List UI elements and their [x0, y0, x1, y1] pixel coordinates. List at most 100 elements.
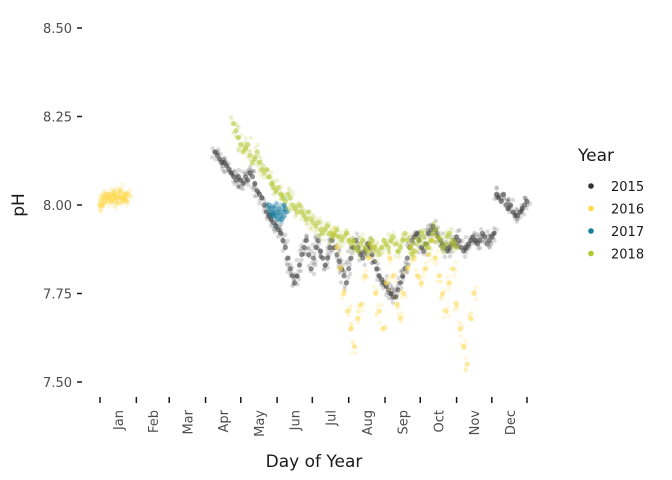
data-point-jitter: [283, 257, 289, 263]
data-point-jitter: [369, 260, 375, 266]
data-point-jitter: [335, 265, 341, 271]
data-point-jitter: [210, 155, 215, 160]
data-point-jitter: [357, 303, 362, 309]
data-point-jitter: [241, 179, 247, 184]
data-point-jitter: [290, 193, 295, 198]
data-point-jitter: [333, 243, 339, 249]
data-point: [287, 266, 293, 272]
data-point-jitter: [482, 238, 488, 243]
data-point: [378, 244, 385, 251]
data-point-jitter: [395, 302, 400, 307]
data-point-jitter: [292, 209, 298, 214]
data-point-jitter: [249, 162, 254, 168]
data-point-jitter: [313, 235, 319, 241]
data-point: [500, 191, 507, 197]
data-point-jitter: [363, 239, 368, 245]
data-point-jitter: [407, 234, 413, 239]
data-point-jitter: [425, 242, 430, 247]
legend-label-2018: 2018: [611, 248, 644, 263]
data-point-jitter: [374, 287, 379, 292]
data-point: [415, 273, 421, 279]
data-point-jitter: [488, 242, 494, 247]
data-point-jitter: [322, 227, 328, 232]
data-point-jitter: [355, 248, 360, 253]
data-point-jitter: [373, 243, 379, 249]
data-point-jitter: [335, 242, 340, 248]
data-point-jitter: [318, 236, 323, 242]
data-point-jitter: [332, 224, 337, 230]
data-point: [524, 198, 530, 205]
series-2018: [228, 114, 460, 264]
data-point: [393, 294, 399, 300]
data-point: [296, 262, 303, 268]
data-point-jitter: [351, 238, 356, 244]
data-point: [124, 198, 130, 205]
data-point-jitter: [354, 244, 359, 250]
data-point-jitter: [236, 135, 241, 140]
data-point-jitter: [332, 233, 337, 238]
data-point-jitter: [384, 281, 389, 287]
data-point-jitter: [278, 190, 283, 195]
data-point-jitter: [359, 239, 365, 244]
data-point-jitter: [438, 235, 443, 241]
data-point-jitter: [467, 243, 472, 248]
data-point: [337, 266, 344, 272]
data-point-jitter: [463, 368, 468, 373]
data-point: [334, 244, 340, 251]
data-point: [395, 287, 401, 293]
data-point-jitter: [125, 203, 130, 208]
data-point-jitter: [344, 227, 349, 233]
data-point-jitter: [439, 295, 445, 300]
data-point-jitter: [318, 254, 323, 260]
data-point-jitter: [226, 169, 231, 175]
data-point-jitter: [243, 136, 249, 141]
data-point-jitter: [360, 276, 366, 281]
data-point-jitter: [290, 189, 296, 194]
data-point-jitter: [448, 266, 453, 272]
series-2017: [264, 196, 292, 228]
data-point-jitter: [312, 216, 318, 221]
data-point-jitter: [459, 325, 465, 330]
data-point-jitter: [396, 250, 402, 255]
data-point-jitter: [377, 266, 382, 272]
data-point-jitter: [318, 249, 323, 254]
data-point-jitter: [353, 317, 359, 322]
data-point-jitter: [388, 256, 394, 262]
data-point-jitter: [315, 246, 321, 252]
data-point-jitter: [283, 232, 288, 238]
data-point-jitter: [425, 245, 430, 250]
data-point-jitter: [244, 154, 250, 160]
data-point-jitter: [348, 244, 354, 249]
data-point-jitter: [375, 289, 380, 294]
data-point-jitter: [244, 145, 249, 150]
data-point-jitter: [297, 211, 303, 216]
data-point-jitter: [416, 249, 421, 255]
data-point-jitter: [106, 203, 111, 209]
data-point-jitter: [388, 239, 394, 244]
data-point: [272, 205, 278, 212]
data-point-jitter: [269, 220, 275, 226]
data-point-jitter: [466, 241, 471, 247]
data-point-jitter: [346, 274, 351, 280]
data-point-jitter: [525, 202, 530, 208]
data-point-jitter: [403, 259, 408, 264]
data-point: [454, 244, 460, 251]
data-point: [263, 167, 270, 173]
data-point-jitter: [268, 223, 274, 229]
data-point-jitter: [296, 277, 302, 282]
data-point-jitter: [356, 235, 361, 240]
data-point-jitter: [301, 250, 307, 255]
data-point: [292, 280, 298, 286]
data-point-jitter: [429, 239, 435, 244]
data-point-jitter: [222, 155, 227, 161]
data-point-jitter: [473, 296, 479, 302]
data-point-jitter: [386, 295, 391, 301]
data-point-jitter: [519, 204, 525, 210]
data-point-jitter: [374, 312, 379, 317]
data-point-jitter: [386, 280, 392, 286]
data-point-jitter: [400, 314, 405, 319]
data-point-jitter: [452, 240, 457, 245]
data-point-jitter: [442, 288, 447, 293]
data-point-jitter: [254, 193, 259, 198]
data-point-jitter: [245, 182, 251, 188]
